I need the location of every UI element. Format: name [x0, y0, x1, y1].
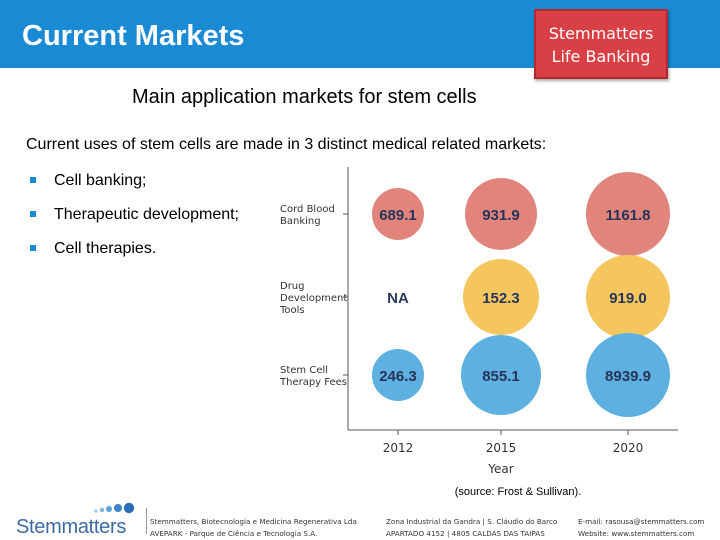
bubble [372, 188, 424, 240]
intro-text: Current uses of stem cells are made in 3… [26, 136, 547, 153]
bubble [461, 335, 541, 415]
row-label: Banking [280, 216, 321, 227]
square-bullet-icon [30, 245, 36, 251]
footer-address: Zona Industrial da Gandra | S. Cláudio d… [386, 517, 558, 538]
bubble-chart: Cord Blood Banking 689.1 931.9 1161.8 Drug Dev… [274, 165, 694, 505]
bubble [586, 255, 670, 339]
row-label: Stem Cell [280, 365, 328, 376]
slide-subtitle: Main application markets for stem cells [132, 86, 477, 108]
brand-badge-line1: Stemmatters [548, 24, 654, 43]
bubble-value-label: 689.1 [379, 207, 417, 224]
x-axis-title: Year [487, 462, 513, 476]
row-label: Development [280, 293, 347, 304]
row-label: Cord Blood [280, 204, 335, 215]
footer-contact: E-mail: rasousa@stemmatters.com Website:… [578, 517, 705, 538]
square-bullet-icon [30, 177, 36, 183]
footer-company: Stemmatters, Biotecnologia e Medicina Re… [150, 517, 357, 538]
bubble-value-label: NA [387, 290, 409, 307]
bubble-value-label: 1161.8 [605, 207, 650, 224]
bubble-value-label: 8939.9 [605, 368, 651, 385]
bubble [372, 349, 424, 401]
brand-badge-line2: Life Banking [551, 47, 651, 66]
footer-divider [146, 508, 147, 534]
bubble [586, 172, 670, 256]
row-label: Tools [279, 305, 305, 316]
x-tick-label: 2015 [486, 441, 517, 455]
x-tick-label: 2012 [383, 441, 414, 455]
bubble-value-label: 152.3 [482, 290, 520, 307]
bubble [586, 333, 670, 417]
square-bullet-icon [30, 211, 36, 217]
bubble-value-label: 931.9 [482, 207, 520, 224]
bubble-value-label: 246.3 [379, 368, 417, 385]
x-tick-label: 2020 [613, 441, 644, 455]
bubble-value-label: 919.0 [609, 290, 647, 307]
bubble-value-label: 855.1 [482, 368, 520, 385]
stemmatters-logo: Stemmatters [14, 500, 138, 540]
logo-dots-icon [94, 502, 135, 514]
bubble [463, 259, 539, 335]
logo-wordmark: Stemmatters [16, 516, 127, 538]
bubble [465, 178, 537, 250]
slide-section-title: Current Markets [22, 20, 245, 52]
row-label: Therapy Fees [279, 377, 347, 388]
chart-source: (source: Frost & Sullivan). [455, 486, 582, 498]
brand-badge: Stemmatters Life Banking [534, 9, 668, 79]
row-label: Drug [280, 281, 305, 292]
